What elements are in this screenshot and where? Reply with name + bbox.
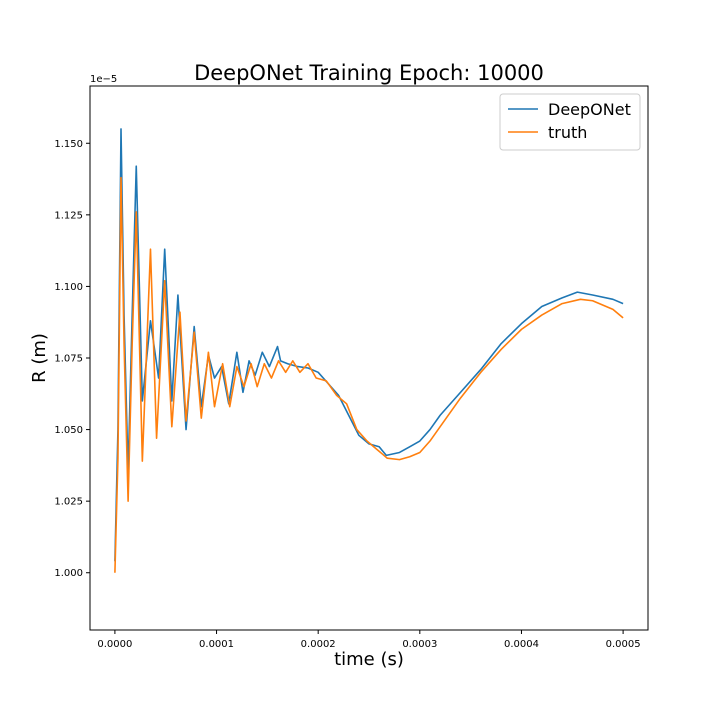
legend-box [499,93,641,151]
x-tick-label: 0.0000 [97,639,132,650]
y-tick-label: 1.025 [54,497,83,508]
x-axis-title: time (s) [334,649,404,670]
series-line-truth [114,176,624,573]
y-tick-label: 1.050 [54,425,83,436]
y-offset-label: 1e−5 [90,74,117,85]
plot-area: 0.0000 0.0001 0.0002 0.0003 0.0004 0.0005 1.00… [54,85,649,650]
legend-label: DeepONet [548,100,631,119]
y-axis-title: R (m) [29,333,50,383]
y-tick-label: 1.000 [54,568,83,579]
y-tick-label: 1.100 [54,282,83,293]
y-tick-label: 1.150 [54,139,83,150]
series-line-deeponet [114,128,624,562]
y-tick-label: 1.075 [54,354,83,365]
chart-title: DeepONet Training Epoch: 10000 [194,61,544,85]
legend-label: truth [548,123,587,142]
x-tick-label: 0.0005 [606,639,641,650]
x-tick-label: 0.0001 [199,639,234,650]
x-tick-label: 0.0002 [301,639,336,650]
y-tick-label: 1.125 [54,210,83,221]
x-tick-label: 0.0004 [504,639,539,650]
x-tick-label: 0.0003 [402,639,437,650]
